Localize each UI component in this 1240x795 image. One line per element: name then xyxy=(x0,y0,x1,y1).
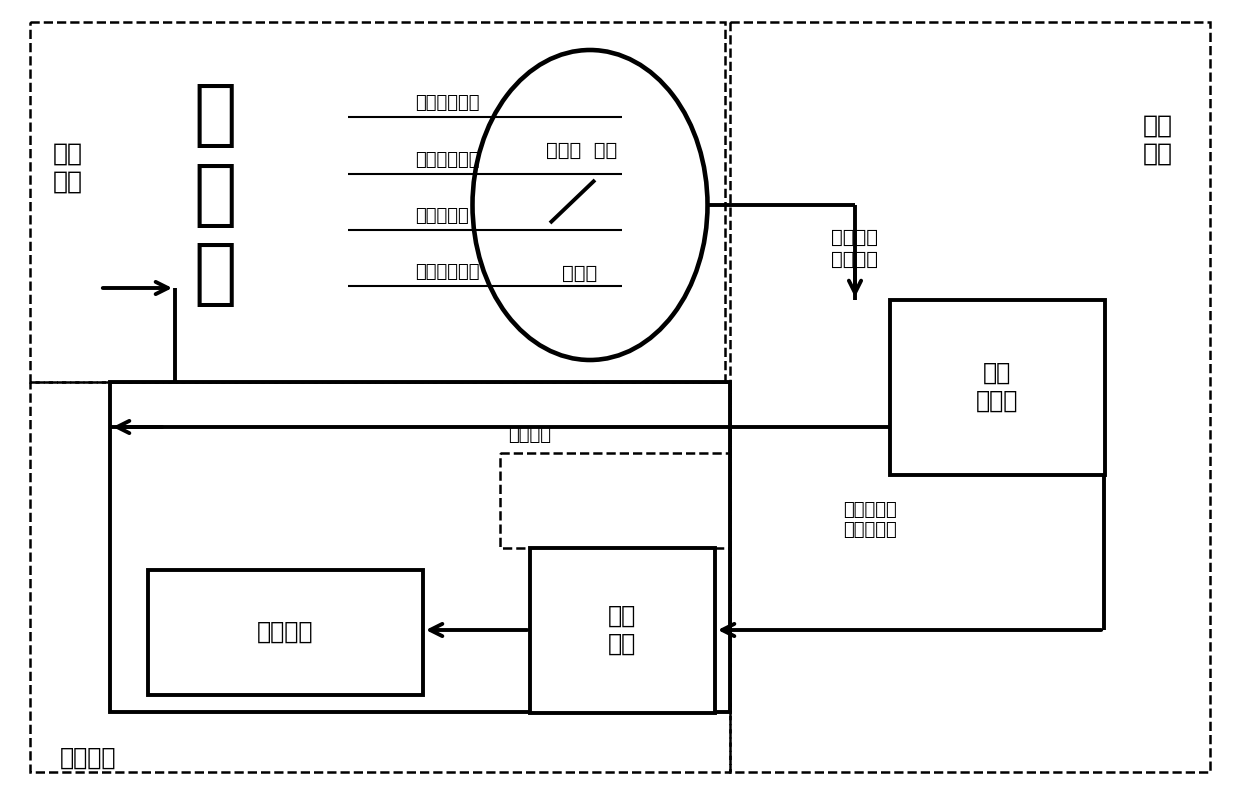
Text: 油套压，温度: 油套压，温度 xyxy=(415,151,480,169)
Bar xyxy=(30,382,730,772)
Text: 示功仪数据: 示功仪数据 xyxy=(415,207,469,225)
Text: 抽
油
井: 抽 油 井 xyxy=(193,81,237,309)
Text: 数据
采集: 数据 采集 xyxy=(53,142,83,194)
Text: 服务器: 服务器 xyxy=(563,263,598,282)
Bar xyxy=(500,453,730,548)
Text: 油井生产数据: 油井生产数据 xyxy=(415,94,480,112)
Bar xyxy=(30,22,725,382)
Bar xyxy=(148,570,423,695)
Text: 网桥一  网关: 网桥一 网关 xyxy=(547,141,618,160)
Text: 控制策略: 控制策略 xyxy=(257,620,314,644)
Text: 参数修正: 参数修正 xyxy=(508,426,552,444)
Bar xyxy=(110,382,730,712)
Text: 计算泵效
和沉没度: 计算泵效 和沉没度 xyxy=(832,227,878,269)
Text: 变频
控制: 变频 控制 xyxy=(608,604,636,656)
Text: 数据
处理: 数据 处理 xyxy=(1143,114,1173,166)
Ellipse shape xyxy=(472,50,708,360)
Text: 动态
控制图: 动态 控制图 xyxy=(976,361,1018,413)
Text: 诊断控制: 诊断控制 xyxy=(60,746,117,770)
Bar xyxy=(529,548,715,713)
Text: 油井静态数据: 油井静态数据 xyxy=(415,263,480,281)
Text: 判断是否在
参数偏大区: 判断是否在 参数偏大区 xyxy=(843,501,897,539)
Bar xyxy=(730,22,1210,772)
Bar xyxy=(890,300,1105,475)
